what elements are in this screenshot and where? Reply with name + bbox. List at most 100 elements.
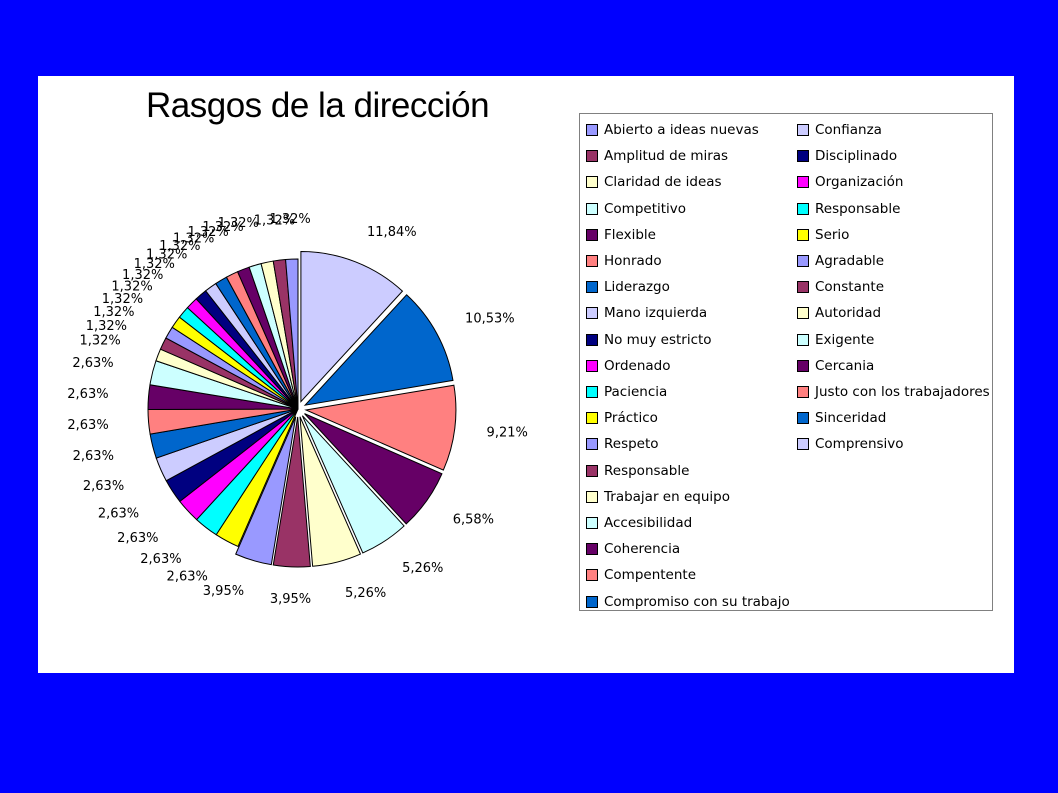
legend-label: Accesibilidad (604, 515, 693, 531)
legend-label: Disciplinado (815, 148, 898, 165)
slice-value-label: 2,63% (67, 418, 108, 433)
slice-value-label: 1,32% (173, 231, 214, 246)
pie-slice (303, 294, 454, 406)
legend-label: Liderazgo (604, 279, 670, 296)
slice-value-label: 1,32% (218, 216, 259, 231)
legend-label: Autoridad (815, 305, 882, 322)
legend-item: Agradable (797, 251, 884, 271)
legend-item: Responsable (586, 461, 689, 481)
legend-item: Liderazgo (586, 277, 670, 297)
legend-item: Competitivo (586, 199, 686, 219)
legend-swatch (586, 386, 598, 398)
legend-label: Constante (815, 279, 884, 296)
legend-label: Competitivo (604, 200, 687, 217)
legend-item: Confianza (797, 120, 882, 140)
legend-label: Respeto (604, 436, 659, 453)
pie-slice (285, 258, 299, 410)
legend-item: Comprensivo (797, 434, 904, 454)
slice-value-label: 2,63% (117, 531, 158, 546)
slice-value-label: 1,32% (122, 268, 163, 283)
legend-label: Exigente (815, 331, 875, 348)
legend-label: Coherencia (604, 541, 681, 558)
legend-item: Ordenado (586, 356, 670, 376)
legend-swatch (797, 386, 809, 398)
legend-swatch (586, 517, 598, 529)
legend-label: Responsable (815, 200, 901, 217)
legend-item: No muy estricto (586, 330, 712, 350)
slice-value-label: 5,26% (402, 561, 443, 576)
slice-value-label: 9,21% (487, 425, 528, 440)
legend-item: Disciplinado (797, 146, 897, 166)
legend-item: Compromiso con su trabajo (586, 592, 790, 612)
slice-value-label: 1,32% (202, 220, 243, 235)
slice-value-label: 5,26% (345, 586, 386, 601)
legend-item: Serio (797, 225, 849, 245)
legend-swatch (586, 464, 598, 477)
legend-swatch (797, 150, 809, 163)
legend-item: Exigente (797, 330, 874, 350)
legend-item: Constante (797, 277, 884, 297)
legend-swatch (797, 438, 809, 451)
slice-value-label: 11,84% (367, 225, 417, 240)
pie-slices (147, 251, 457, 568)
legend-label: Agradable (815, 253, 885, 269)
legend-swatch (586, 307, 598, 320)
pie-slice (304, 384, 457, 471)
chart-legend: Abierto a ideas nuevas Amplitud de miras C… (579, 113, 993, 611)
legend-label: Comprensivo (815, 436, 904, 453)
legend-swatch (586, 569, 598, 582)
legend-label: Organización (815, 174, 904, 191)
legend-item: Paciencia (586, 382, 667, 402)
slice-value-label: 10,53% (465, 311, 515, 326)
legend-label: Paciencia (604, 384, 668, 400)
legend-item: Sinceridad (797, 408, 886, 428)
legend-item: Justo con los trabajadores (797, 382, 990, 402)
legend-swatch (797, 124, 809, 136)
legend-label: Serio (815, 226, 850, 243)
slice-value-label: 3,95% (270, 592, 311, 607)
legend-swatch (586, 124, 598, 136)
legend-item: Amplitud de miras (586, 146, 728, 166)
slice-value-label: 1,32% (102, 292, 143, 307)
pie-slice (235, 416, 297, 566)
pie-slice (301, 415, 405, 554)
legend-swatch (797, 359, 809, 372)
legend-label: Justo con los trabajadores (815, 384, 990, 400)
legend-item: Honrado (586, 251, 662, 271)
legend-item: Flexible (586, 225, 656, 245)
legend-label: Honrado (604, 253, 662, 269)
slice-value-label: 2,63% (140, 552, 181, 567)
legend-item: Mano izquierda (586, 303, 707, 323)
legend-label: Responsable (604, 462, 690, 479)
legend-item: Autoridad (797, 303, 881, 323)
slice-value-label: 2,63% (73, 449, 114, 464)
legend-item: Responsable (797, 199, 900, 219)
legend-swatch (586, 543, 598, 556)
legend-label: Amplitud de miras (604, 148, 729, 165)
legend-label: Práctico (604, 410, 658, 427)
legend-label: No muy estricto (604, 331, 712, 348)
legend-swatch (586, 490, 598, 503)
slice-value-label: 2,63% (67, 387, 108, 402)
legend-swatch (586, 595, 598, 608)
legend-swatch (797, 228, 809, 241)
slice-value-label: 1,32% (111, 280, 152, 295)
pie-slice (272, 416, 311, 568)
legend-swatch (586, 281, 598, 294)
legend-label: Compromiso con su trabajo (604, 593, 790, 610)
legend-label: Trabajar en equipo (604, 488, 730, 505)
slice-value-label: 1,32% (93, 305, 134, 320)
legend-label: Ordenado (604, 357, 671, 374)
legend-swatch (797, 281, 809, 294)
legend-item: Práctico (586, 408, 658, 428)
legend-swatch (797, 412, 809, 425)
legend-label: Mano izquierda (604, 305, 708, 322)
legend-swatch (586, 412, 598, 425)
slice-value-label: 1,32% (86, 319, 127, 334)
legend-item: Accesibilidad (586, 513, 692, 533)
legend-swatch (586, 150, 598, 163)
legend-swatch (586, 359, 598, 372)
slice-value-label: 6,58% (453, 512, 494, 527)
slice-value-label: 1,32% (254, 213, 295, 228)
legend-item: Trabajar en equipo (586, 487, 730, 507)
